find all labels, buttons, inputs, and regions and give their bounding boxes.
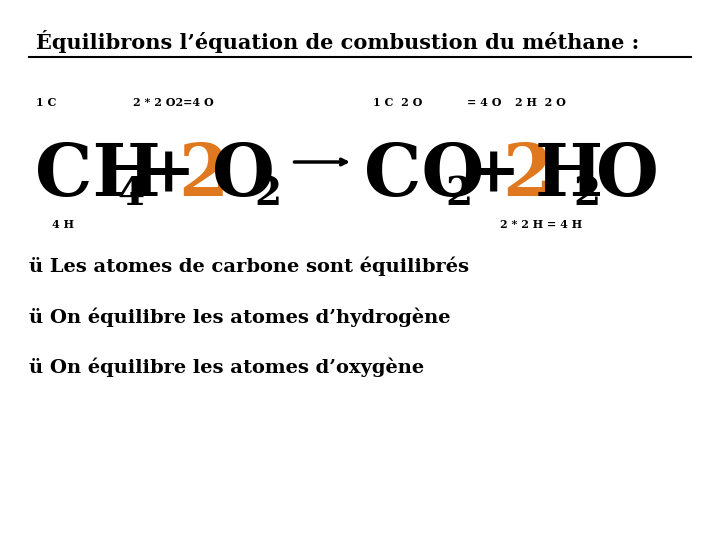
Text: O: O <box>596 140 659 211</box>
Text: Équilibrons l’équation de combustion du méthane :: Équilibrons l’équation de combustion du … <box>36 30 639 53</box>
Text: 4: 4 <box>117 175 145 213</box>
Text: 2: 2 <box>254 175 282 213</box>
Text: ü On équilibre les atomes d’oxygène: ü On équilibre les atomes d’oxygène <box>29 357 424 377</box>
Text: ü Les atomes de carbone sont équilibrés: ü Les atomes de carbone sont équilibrés <box>29 256 469 276</box>
Text: 2: 2 <box>503 140 553 211</box>
Text: 2: 2 <box>573 175 600 213</box>
Text: 2: 2 <box>445 175 472 213</box>
Text: O: O <box>212 140 275 211</box>
Text: 1 C: 1 C <box>36 97 56 108</box>
Text: 1 C  2 O: 1 C 2 O <box>373 97 423 108</box>
Text: ü On équilibre les atomes d’hydrogène: ü On équilibre les atomes d’hydrogène <box>29 308 450 327</box>
Text: 4 H: 4 H <box>52 219 74 230</box>
Text: CO: CO <box>364 140 484 211</box>
Text: 2 * 2 H = 4 H: 2 * 2 H = 4 H <box>500 219 582 230</box>
Text: +: + <box>466 143 519 204</box>
Text: 2 * 2 O2=4 O: 2 * 2 O2=4 O <box>133 97 214 108</box>
Text: +: + <box>141 143 194 204</box>
Text: 2 H  2 O: 2 H 2 O <box>515 97 566 108</box>
Text: CH: CH <box>35 140 161 211</box>
Text: H: H <box>534 140 603 211</box>
Text: 2: 2 <box>179 140 229 211</box>
Text: = 4 O: = 4 O <box>467 97 501 108</box>
